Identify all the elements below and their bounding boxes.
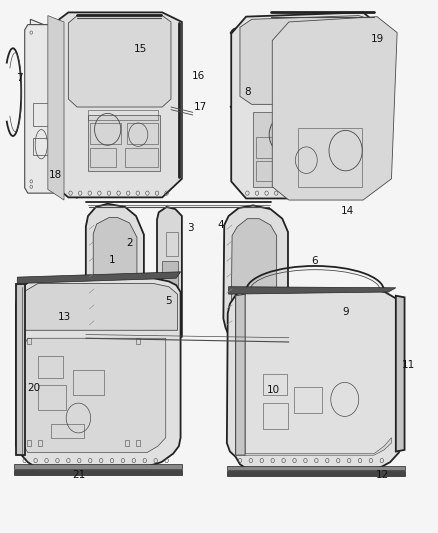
Polygon shape [396, 296, 405, 451]
Polygon shape [52, 12, 182, 197]
Bar [256, 138, 285, 158]
Bar [73, 369, 104, 395]
Text: 1: 1 [109, 255, 115, 265]
Bar [38, 384, 66, 410]
Text: 17: 17 [194, 102, 207, 112]
Polygon shape [272, 17, 397, 200]
Text: 14: 14 [341, 206, 354, 216]
Text: 5: 5 [166, 296, 172, 306]
Bar [291, 138, 330, 158]
Polygon shape [157, 207, 182, 341]
Bar [136, 338, 141, 344]
Polygon shape [25, 338, 166, 453]
Text: 8: 8 [244, 87, 251, 97]
Bar [263, 374, 287, 395]
Text: 3: 3 [187, 223, 194, 233]
Bar [162, 261, 177, 304]
Bar [33, 138, 51, 155]
Polygon shape [245, 438, 392, 455]
Text: 2: 2 [126, 238, 133, 247]
Polygon shape [48, 15, 64, 200]
Bar [298, 128, 362, 187]
Text: 18: 18 [49, 170, 62, 180]
Polygon shape [93, 217, 137, 330]
Text: 10: 10 [267, 385, 280, 395]
Text: 20: 20 [27, 383, 40, 393]
Polygon shape [16, 284, 25, 455]
Polygon shape [236, 294, 245, 455]
Bar [294, 387, 322, 413]
Bar [33, 103, 57, 126]
Polygon shape [227, 471, 405, 477]
Polygon shape [223, 205, 288, 346]
Bar [88, 110, 158, 120]
Bar [263, 403, 288, 429]
Bar [292, 161, 332, 181]
Polygon shape [25, 25, 81, 193]
Polygon shape [229, 287, 396, 294]
Text: 16: 16 [191, 71, 205, 81]
Polygon shape [227, 466, 405, 470]
Text: 6: 6 [312, 256, 318, 266]
Text: 19: 19 [371, 34, 384, 44]
Bar [38, 356, 63, 378]
Polygon shape [231, 219, 277, 333]
Text: 7: 7 [16, 73, 22, 83]
Bar [51, 424, 84, 438]
Bar [125, 148, 158, 166]
Bar [253, 112, 334, 187]
Text: 13: 13 [57, 312, 71, 322]
Bar [90, 123, 121, 144]
Bar [125, 440, 130, 446]
Bar [88, 115, 160, 171]
Polygon shape [231, 12, 383, 198]
Text: 9: 9 [343, 306, 349, 317]
Text: 4: 4 [218, 220, 225, 230]
Text: 21: 21 [72, 470, 85, 480]
Text: 15: 15 [134, 44, 147, 53]
Bar [27, 440, 31, 446]
Polygon shape [14, 464, 182, 469]
Bar [127, 123, 158, 144]
Polygon shape [240, 15, 375, 104]
Polygon shape [17, 272, 180, 284]
Bar [27, 338, 31, 344]
Polygon shape [21, 284, 177, 330]
Polygon shape [30, 19, 77, 198]
Bar [90, 148, 117, 166]
Polygon shape [227, 289, 403, 469]
Polygon shape [16, 278, 180, 466]
Text: 12: 12 [376, 470, 389, 480]
Bar [256, 161, 285, 181]
Polygon shape [68, 15, 171, 107]
Polygon shape [14, 470, 182, 475]
Text: 11: 11 [402, 360, 416, 370]
Polygon shape [86, 204, 144, 344]
Bar [38, 440, 42, 446]
Bar [136, 440, 141, 446]
Bar [166, 232, 178, 256]
